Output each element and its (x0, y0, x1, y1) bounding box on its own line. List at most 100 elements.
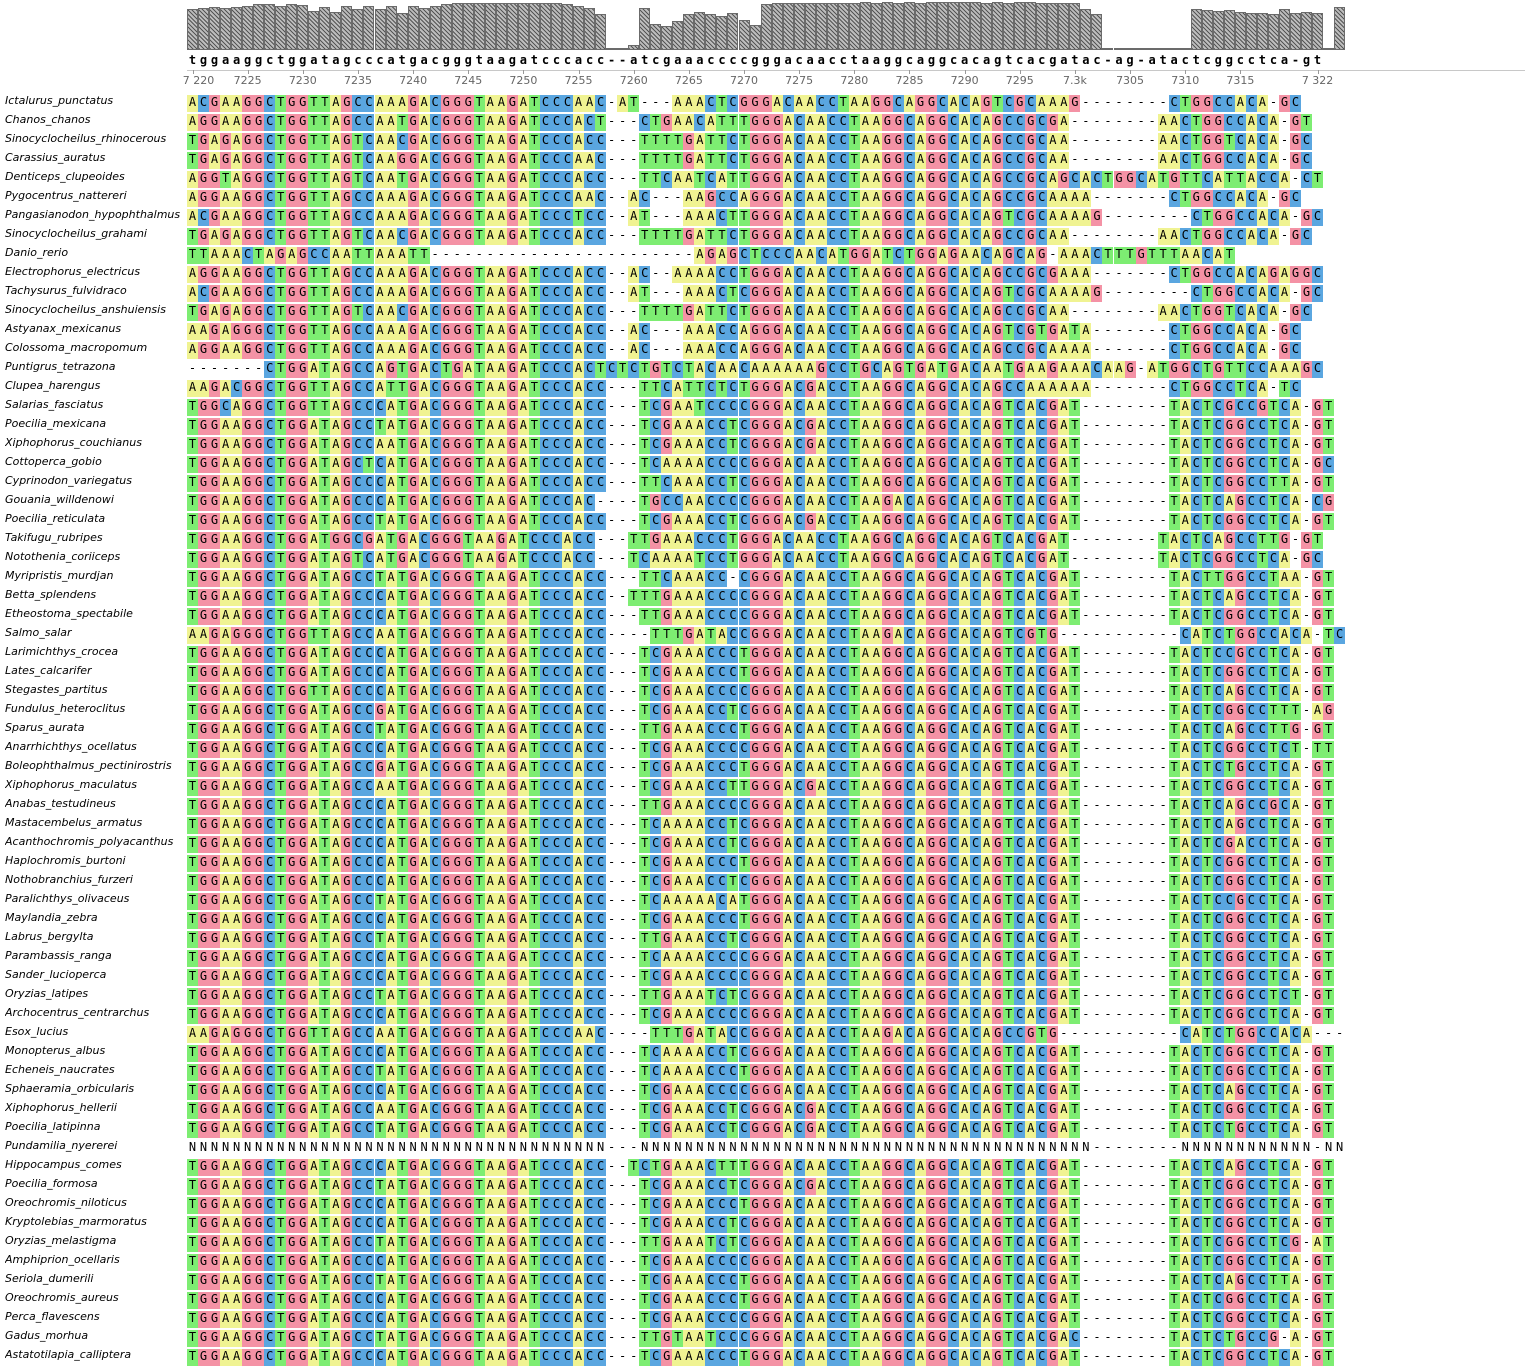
sequence-name[interactable]: Poecilia_mexicana (5, 417, 187, 436)
sequence-name[interactable]: Gouania_willdenowi (5, 493, 187, 512)
sequence-name[interactable]: Anarrhichthys_ocellatus (5, 740, 187, 759)
sequence-name[interactable]: Seriola_dumerili (5, 1272, 187, 1291)
sequence-name[interactable]: Salmo_salar (5, 626, 187, 645)
sequence-name[interactable]: Chanos_chanos (5, 113, 187, 132)
sequence-name[interactable]: Paralichthys_olivaceus (5, 892, 187, 911)
sequence-name[interactable]: Xiphophorus_maculatus (5, 778, 187, 797)
sequence-name[interactable]: Poecilia_reticulata (5, 512, 187, 531)
sequence-name[interactable]: Poecilia_latipinna (5, 1120, 187, 1139)
sequence-name[interactable]: Maylandia_zebra (5, 911, 187, 930)
sequence-name[interactable]: Sphaeramia_orbicularis (5, 1082, 187, 1101)
sequence-name[interactable]: Electrophorus_electricus (5, 265, 187, 284)
sequence-name[interactable]: Myripristis_murdjan (5, 569, 187, 588)
sequence-name[interactable]: Pangasianodon_hypophthalmus (5, 208, 187, 227)
sequence-name[interactable]: Kryptolebias_marmoratus (5, 1215, 187, 1234)
sequence-name[interactable]: Sinocyclocheilus_rhinocerous (5, 132, 187, 151)
sequence-name[interactable]: Anabas_testudineus (5, 797, 187, 816)
sequence-name[interactable]: Acanthochromis_polyacanthus (5, 835, 187, 854)
sequence-name[interactable]: Clupea_harengus (5, 379, 187, 398)
sequence-name[interactable]: Nothobranchius_furzeri (5, 873, 187, 892)
sequence-name[interactable]: Takifugu_rubripes (5, 531, 187, 550)
sequence-name[interactable]: Sinocyclocheilus_grahami (5, 227, 187, 246)
sequence-name[interactable]: Etheostoma_spectabile (5, 607, 187, 626)
sequence-name[interactable]: Sander_lucioperca (5, 968, 187, 987)
sequence-name[interactable]: Xiphophorus_couchianus (5, 436, 187, 455)
sequence-name[interactable]: Oreochromis_niloticus (5, 1196, 187, 1215)
sequence-name[interactable]: Denticeps_clupeoides (5, 170, 187, 189)
sequence-name[interactable]: Gadus_morhua (5, 1329, 187, 1348)
sequence-name[interactable]: Salarias_fasciatus (5, 398, 187, 417)
sequence-name[interactable]: Oryzias_melastigma (5, 1234, 187, 1253)
sequence-name[interactable]: Esox_lucius (5, 1025, 187, 1044)
sequence-name[interactable]: Lates_calcarifer (5, 664, 187, 683)
sequence-name[interactable]: Hippocampus_comes (5, 1158, 187, 1177)
sequence-name[interactable]: Haplochromis_burtoni (5, 854, 187, 873)
sequence-name[interactable]: Pygocentrus_nattereri (5, 189, 187, 208)
sequence-name[interactable]: Xiphophorus_hellerii (5, 1101, 187, 1120)
sequence-name[interactable]: Cottoperca_gobio (5, 455, 187, 474)
sequence-name[interactable]: Ictalurus_punctatus (5, 94, 187, 113)
sequence-name[interactable]: Oreochromis_aureus (5, 1291, 187, 1310)
sequence-name[interactable]: Astatotilapia_calliptera (5, 1348, 187, 1367)
sequence-name[interactable]: Tachysurus_fulvidraco (5, 284, 187, 303)
sequence-name[interactable]: Colossoma_macropomum (5, 341, 187, 360)
sequence-name[interactable]: Amphiprion_ocellaris (5, 1253, 187, 1272)
sequence-name[interactable]: Parambassis_ranga (5, 949, 187, 968)
sequence-name[interactable]: Puntigrus_tetrazona (5, 360, 187, 379)
sequence-name[interactable]: Perca_flavescens (5, 1310, 187, 1329)
sequence-name[interactable]: Stegastes_partitus (5, 683, 187, 702)
sequence-name[interactable]: Mastacembelus_armatus (5, 816, 187, 835)
sequence-name[interactable]: Sinocyclocheilus_anshuiensis (5, 303, 187, 322)
sequence-name[interactable]: Poecilia_formosa (5, 1177, 187, 1196)
sequence-name[interactable]: Labrus_bergylta (5, 930, 187, 949)
sequence-name[interactable]: Betta_splendens (5, 588, 187, 607)
sequence-name[interactable]: Boleophthalmus_pectinirostris (5, 759, 187, 778)
sequence-name[interactable]: Monopterus_albus (5, 1044, 187, 1063)
sequence-name[interactable]: Fundulus_heteroclitus (5, 702, 187, 721)
sequence-name[interactable]: Pundamilia_nyererei (5, 1139, 187, 1158)
sequence-name[interactable]: Astyanax_mexicanus (5, 322, 187, 341)
